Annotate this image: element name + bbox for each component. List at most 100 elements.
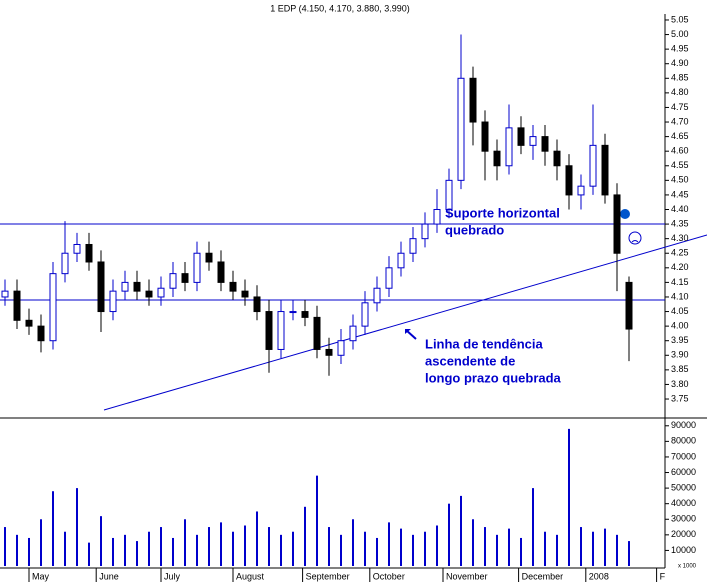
y-tick-label: 3.75 [671,393,689,403]
candle-body [169,273,177,289]
y-tick-label: 3.85 [671,364,689,374]
volume-unit: x 1000 [678,564,697,570]
candle-body [577,185,585,196]
x-tick-label: F [660,571,666,581]
y-tick-label: 4.45 [671,189,689,199]
candle-body [277,311,285,350]
candle-body [229,281,237,292]
y-tick-label: 90000 [671,420,696,430]
y-tick-label: 4.65 [671,131,689,141]
y-tick-label: 3.90 [671,350,689,360]
y-tick-label: 20000 [671,529,696,539]
candle-body [337,340,345,356]
y-tick-label: 4.90 [671,58,689,68]
annotation: quebrado [445,222,504,237]
candle-body [157,287,165,298]
frown-mouth [631,240,639,243]
x-tick-label: July [164,571,181,581]
x-tick-label: 2008 [589,571,609,581]
candle-body [289,311,297,314]
candle-body [313,316,321,350]
candle-body [73,243,81,254]
smiley-icon [620,209,630,219]
y-tick-label: 5.00 [671,29,689,39]
candle-body [385,267,393,289]
candle-body [121,281,129,292]
candle-body [253,296,261,313]
y-tick-label: 4.20 [671,262,689,272]
candle-body [85,243,93,263]
x-tick-label: November [446,571,488,581]
candle-body [133,281,141,292]
candle-body [433,209,441,225]
candle-body [601,144,609,196]
x-tick-label: September [306,571,350,581]
y-tick-label: 4.75 [671,102,689,112]
candle-body [373,287,381,304]
candle-body [193,252,201,283]
candle-body [409,238,417,254]
candle-body [61,252,69,275]
candle-body [565,165,573,196]
candle-body [25,319,33,327]
frown-icon [628,231,642,245]
y-tick-label: 4.70 [671,116,689,126]
y-tick-label: 3.95 [671,335,689,345]
y-tick-label: 40000 [671,498,696,508]
candle-body [421,223,429,240]
candle-body [49,273,57,342]
candle-body [361,302,369,327]
candle-body [349,325,357,342]
candle-body [541,136,549,152]
candle-body [493,150,501,167]
y-tick-label: 4.80 [671,87,689,97]
candle-body [1,290,9,298]
candle-body [457,77,465,181]
candle-body [589,144,597,187]
candle-body [37,325,45,342]
candle-body [613,194,621,254]
y-tick-label: 4.35 [671,218,689,228]
candle-body [13,290,21,321]
y-tick-label: 4.00 [671,321,689,331]
y-tick-label: 3.80 [671,379,689,389]
y-tick-label: 10000 [671,545,696,555]
y-tick-label: 4.60 [671,146,689,156]
y-tick-label: 4.25 [671,248,689,258]
y-tick-label: 4.95 [671,44,689,54]
annotation: longo prazo quebrada [425,370,562,385]
arrow-head [405,329,411,334]
annotation: ascendente de [425,353,515,368]
candle-body [517,127,525,146]
candle-body [481,121,489,152]
y-tick-label: 4.55 [671,160,689,170]
y-tick-label: 4.15 [671,277,689,287]
y-tick-label: 60000 [671,467,696,477]
candle-body [301,311,309,318]
y-tick-label: 4.50 [671,175,689,185]
candle-body [625,281,633,330]
candle-body [553,150,561,167]
y-tick-label: 30000 [671,514,696,524]
x-tick-label: August [236,571,265,581]
candle-body [145,290,153,298]
annotation: Suporte horizontal [445,205,560,220]
candle-body [529,136,537,146]
x-tick-label: December [522,571,564,581]
annotation: Linha de tendência [425,336,544,351]
candle-body [97,261,105,313]
x-tick-label: June [99,571,119,581]
candle-body [217,261,225,283]
trend-line [103,234,707,411]
candle-body [397,252,405,269]
candle-body [181,273,189,283]
candle-body [109,290,117,313]
candle-body [241,290,249,298]
candle-body [205,252,213,263]
y-tick-label: 80000 [671,436,696,446]
candle-body [325,348,333,356]
x-tick-label: May [32,571,50,581]
y-tick-label: 4.85 [671,73,689,83]
